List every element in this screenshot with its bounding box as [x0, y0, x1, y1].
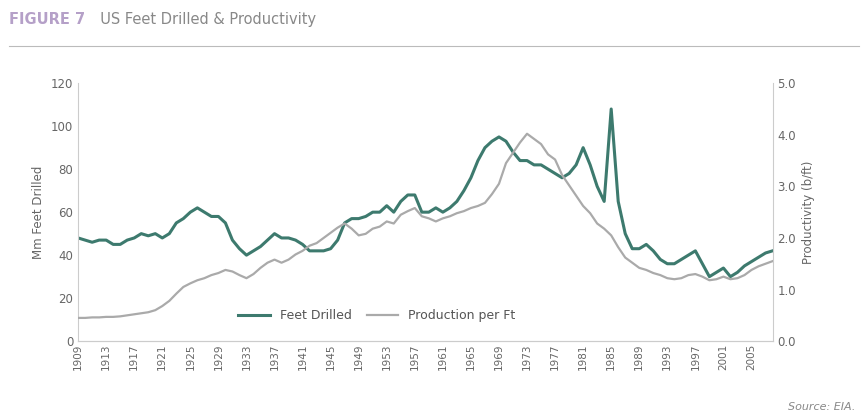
Production per Ft [718, 274, 728, 279]
Y-axis label: Productivity (b/ft): Productivity (b/ft) [801, 161, 814, 264]
Line: Production per Ft: Production per Ft [78, 134, 773, 318]
Feet Drilled [746, 259, 757, 264]
Legend: Feet Drilled, Production per Ft: Feet Drilled, Production per Ft [233, 304, 520, 327]
Y-axis label: Mm Feet Drilled: Mm Feet Drilled [32, 166, 45, 259]
Feet Drilled [726, 274, 736, 279]
Feet Drilled [767, 248, 778, 253]
Production per Ft [522, 131, 532, 136]
Feet Drilled [431, 206, 441, 210]
Production per Ft [740, 272, 750, 277]
Feet Drilled [234, 246, 245, 251]
Production per Ft [73, 315, 83, 320]
Feet Drilled [207, 214, 217, 219]
Production per Ft [234, 272, 245, 277]
Text: US Feet Drilled & Productivity: US Feet Drilled & Productivity [91, 12, 316, 27]
Feet Drilled [606, 106, 616, 111]
Feet Drilled [73, 235, 83, 240]
Production per Ft [487, 192, 497, 197]
Feet Drilled [704, 274, 714, 279]
Feet Drilled [487, 139, 497, 144]
Production per Ft [767, 259, 778, 264]
Production per Ft [207, 272, 217, 277]
Text: Source: EIA.: Source: EIA. [787, 402, 855, 412]
Production per Ft [431, 219, 441, 224]
Text: FIGURE 7: FIGURE 7 [9, 12, 85, 27]
Line: Feet Drilled: Feet Drilled [78, 109, 773, 277]
